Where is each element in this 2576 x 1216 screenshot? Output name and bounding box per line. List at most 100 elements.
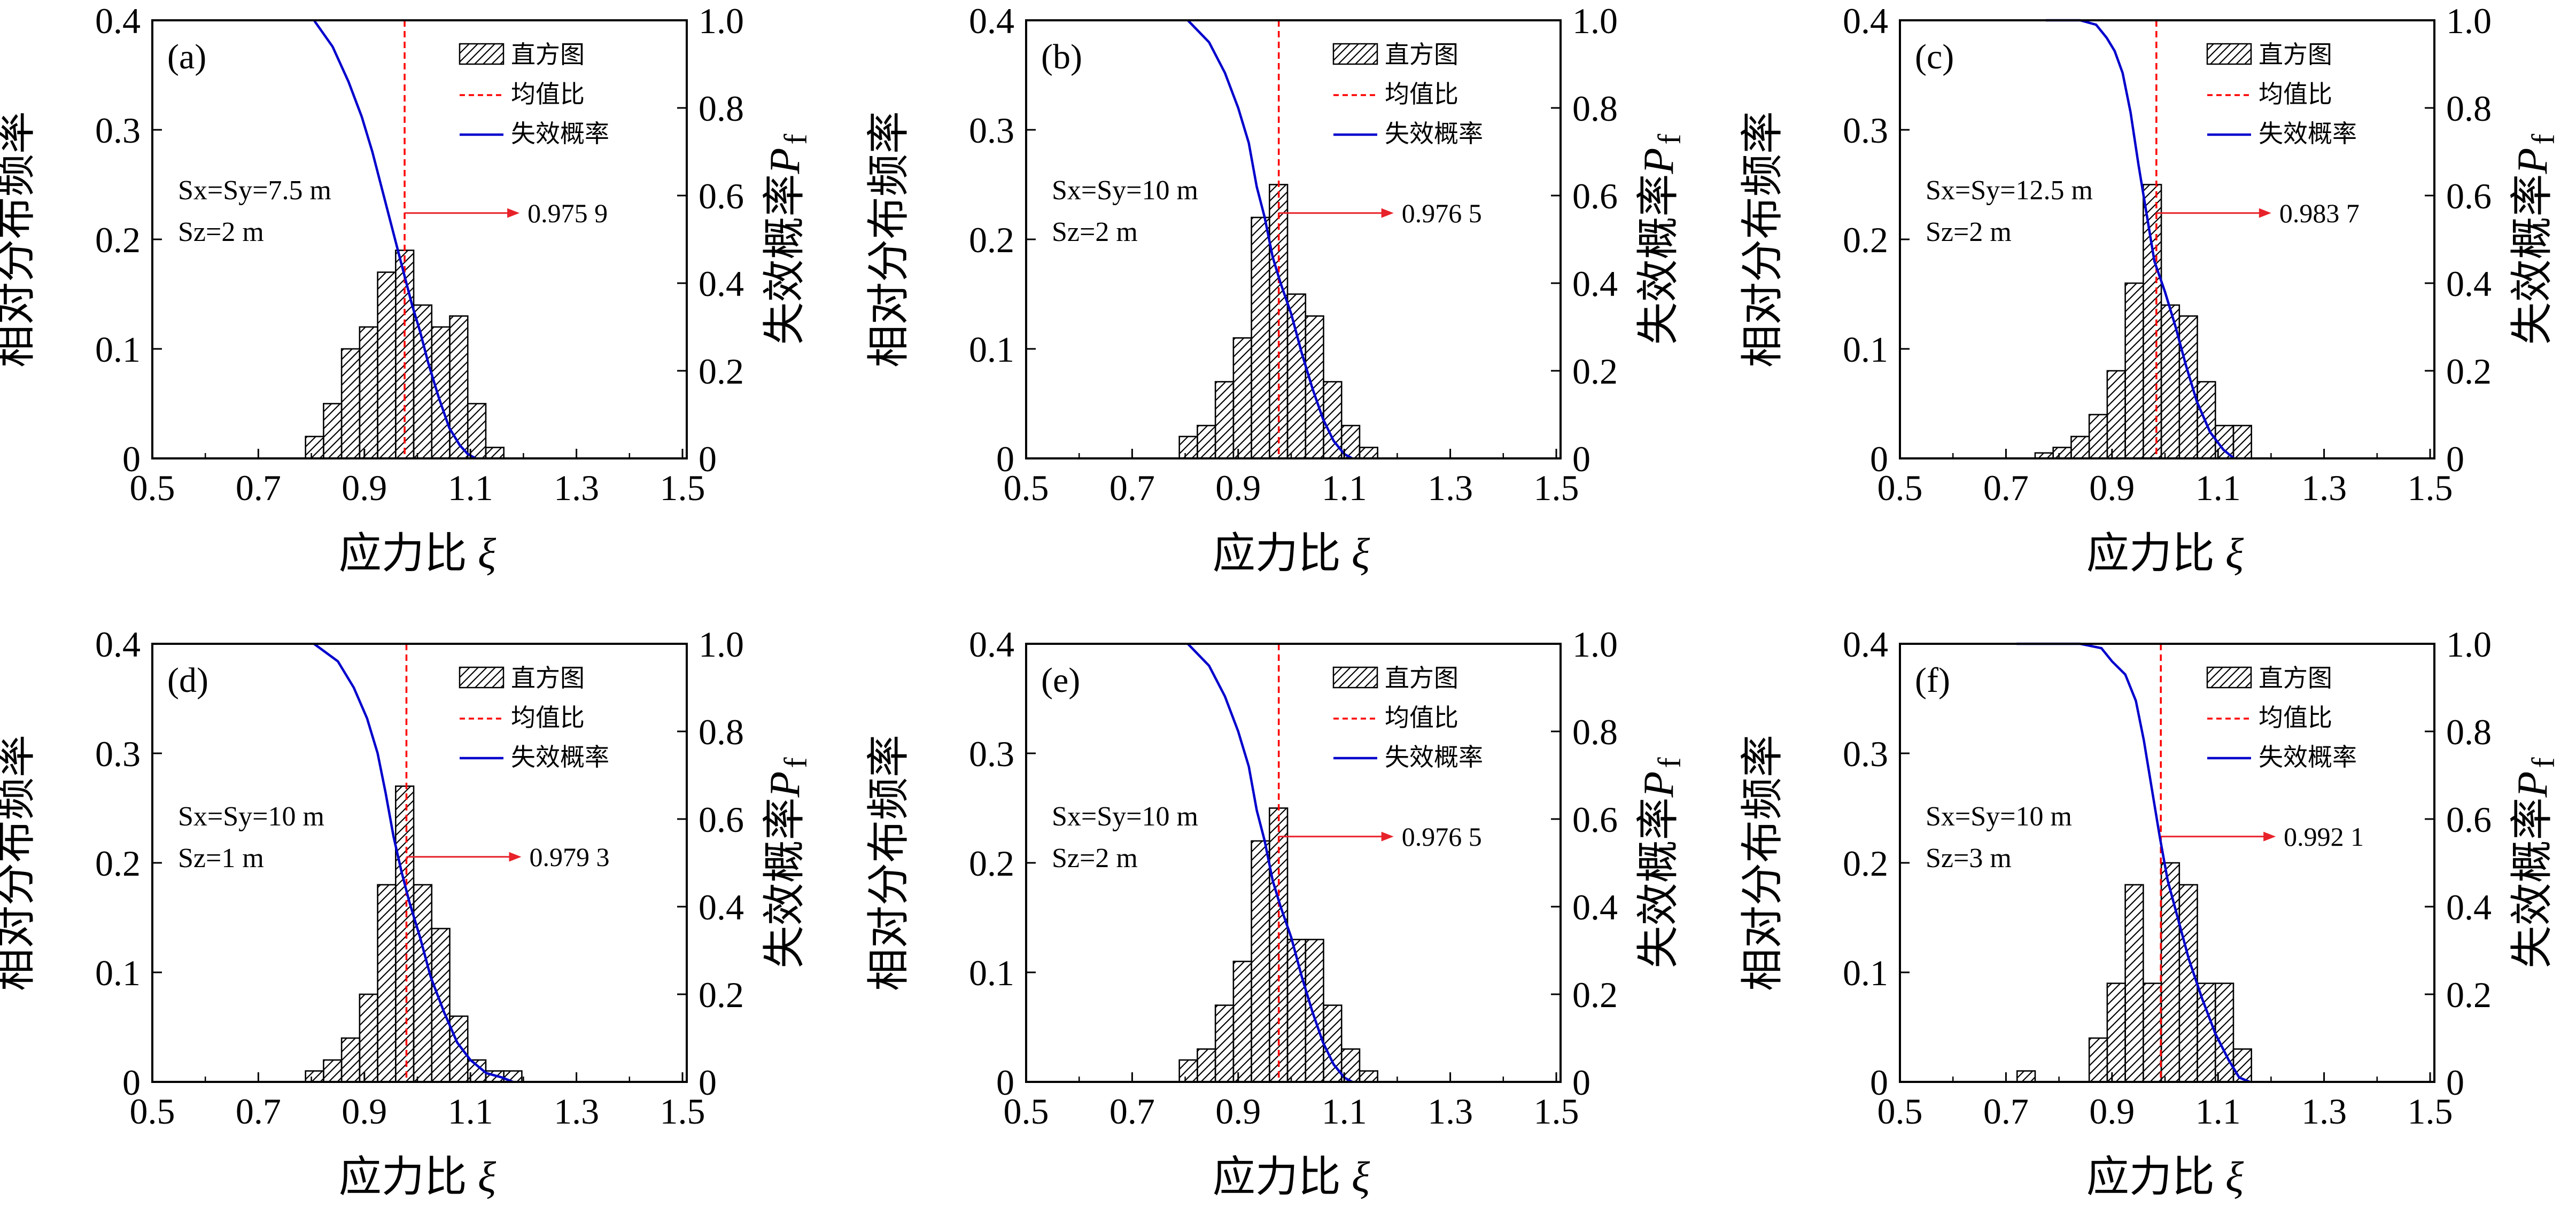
y-left-axis-title: 相对分布频率 bbox=[1737, 735, 1787, 991]
failure-probability-curve bbox=[2045, 19, 2235, 459]
y-right-tick-label: 1.0 bbox=[1572, 1, 1618, 41]
x-tick-label: 1.3 bbox=[2301, 467, 2347, 508]
x-tick-label: 1.1 bbox=[1322, 467, 1367, 508]
failure-probability-curve bbox=[1186, 643, 1353, 1083]
y-right-tick-label: 0.6 bbox=[2446, 799, 2492, 840]
y-right-tick-label: 0 bbox=[1572, 439, 1590, 479]
mean-value-label: 0.975 9 bbox=[527, 198, 608, 228]
y-left-axis-title: 相对分布频率 bbox=[0, 111, 40, 368]
mean-arrow-head bbox=[507, 208, 520, 218]
y-left-tick-label: 0.4 bbox=[95, 624, 141, 665]
y-right-tick-label: 0 bbox=[699, 1062, 717, 1103]
failure-probability-curve bbox=[2016, 642, 2251, 1084]
histogram-bar bbox=[2143, 983, 2162, 1083]
y-right-tick-label: 0.6 bbox=[2446, 176, 2492, 216]
y-right-axis-subscript: f bbox=[1652, 134, 1687, 145]
histogram-bar bbox=[1251, 840, 1270, 1083]
y-left-tick-label: 0.2 bbox=[1843, 843, 1888, 884]
y-right-tick-label: 0.8 bbox=[2446, 88, 2492, 129]
legend-hist-label: 直方图 bbox=[2259, 664, 2332, 692]
panel-label: (a) bbox=[167, 37, 206, 76]
chart-panel-d: 0.979 30.5 0.7 0.9 1.1 1.3 1.500.10.20.30.400… bbox=[0, 624, 813, 1202]
y-right-axis-title-text: 失效概率 bbox=[2507, 174, 2557, 345]
y-right-axis-title-text: 失效概率 bbox=[2507, 797, 2557, 968]
y-left-tick-label: 0.1 bbox=[1843, 953, 1888, 993]
y-right-axis-symbol: P bbox=[2509, 148, 2556, 175]
x-axis-title: 应力比 ξ bbox=[2086, 528, 2244, 578]
x-tick-label: 1.3 bbox=[1427, 467, 1473, 508]
legend-mean-label: 均值比 bbox=[1385, 703, 1458, 732]
histogram-bar bbox=[2197, 983, 2216, 1083]
x-tick-label: 0.7 bbox=[236, 1091, 281, 1132]
y-left-axis-title: 相对分布频率 bbox=[0, 735, 40, 991]
x-axis-title: 应力比 ξ bbox=[339, 1152, 496, 1202]
chart-panel-c: 0.983 70.5 0.7 0.9 1.1 1.3 1.500.10.20.30.400… bbox=[1737, 1, 2561, 578]
panel-label: (f) bbox=[1915, 661, 1950, 700]
histogram-bar bbox=[1359, 447, 1378, 459]
x-tick-label: 0.9 bbox=[1215, 467, 1261, 508]
param-annotation: Sz=2 m bbox=[1052, 217, 1138, 247]
legend-hist-swatch bbox=[1332, 666, 1378, 689]
y-right-axis-title-text: 失效概率 bbox=[759, 797, 809, 968]
y-right-tick-label: 0.2 bbox=[1572, 351, 1618, 392]
y-right-axis-symbol: P bbox=[1635, 148, 1682, 175]
x-axis-title: 应力比 ξ bbox=[1213, 1152, 1370, 1202]
x-axis-symbol: ξ bbox=[478, 1154, 496, 1201]
y-left-tick-label: 0.4 bbox=[95, 1, 141, 41]
y-right-tick-label: 0.2 bbox=[2446, 351, 2492, 392]
mean-arrow-head bbox=[1381, 208, 1394, 218]
y-right-axis-symbol: P bbox=[1635, 771, 1682, 798]
legend-hist-swatch bbox=[2206, 43, 2252, 65]
mean-arrow-head bbox=[2259, 208, 2271, 218]
y-left-tick-label: 0.4 bbox=[969, 624, 1014, 665]
x-tick-label: 0.5 bbox=[1004, 1091, 1049, 1132]
x-axis-title: 应力比 ξ bbox=[1213, 528, 1370, 578]
legend-hist-label: 直方图 bbox=[2259, 40, 2332, 69]
y-right-tick-label: 0 bbox=[699, 439, 717, 479]
mean-value-label: 0.992 1 bbox=[2284, 822, 2364, 852]
x-tick-label: 1.1 bbox=[448, 1091, 493, 1132]
x-tick-label: 1.1 bbox=[2195, 467, 2241, 508]
histogram-bar bbox=[431, 326, 451, 459]
histogram-bar bbox=[2197, 381, 2216, 459]
x-tick-label: 1.5 bbox=[660, 1091, 705, 1132]
y-right-axis-subscript: f bbox=[2526, 134, 2561, 145]
legend-hist-label: 直方图 bbox=[1385, 40, 1458, 69]
x-tick-label: 1.5 bbox=[2408, 1091, 2453, 1132]
x-tick-label: 0.7 bbox=[1109, 467, 1155, 508]
y-right-tick-label: 0.6 bbox=[699, 799, 744, 840]
x-tick-label: 1.5 bbox=[1534, 467, 1579, 508]
histogram-bar bbox=[2070, 435, 2090, 459]
histogram-bar bbox=[2160, 862, 2181, 1083]
x-tick-label: 0.7 bbox=[236, 467, 281, 508]
x-tick-label: 1.3 bbox=[1427, 1091, 1473, 1132]
y-left-tick-label: 0.2 bbox=[969, 220, 1014, 260]
param-annotation: Sz=2 m bbox=[178, 217, 264, 247]
y-right-axis-subscript: f bbox=[778, 134, 813, 145]
param-annotation: Sz=3 m bbox=[1926, 843, 2012, 874]
x-tick-label: 0.9 bbox=[342, 1091, 387, 1132]
x-tick-label: 1.1 bbox=[1322, 1091, 1367, 1132]
y-left-tick-label: 0.1 bbox=[969, 953, 1014, 993]
histogram-bar bbox=[1178, 1059, 1198, 1083]
chart-panel-f: 0.992 10.5 0.7 0.9 1.1 1.3 1.500.10.20.30.400… bbox=[1737, 624, 2561, 1202]
y-left-axis-title: 相对分布频率 bbox=[1737, 111, 1787, 368]
y-right-tick-label: 0.8 bbox=[1572, 712, 1618, 752]
chart-panel-e: 0.976 50.5 0.7 0.9 1.1 1.3 1.500.10.20.30.400… bbox=[864, 624, 1687, 1202]
y-right-tick-label: 0.2 bbox=[2446, 975, 2492, 1015]
x-axis-symbol: ξ bbox=[478, 531, 496, 578]
failure-probability-curve bbox=[313, 643, 514, 1084]
y-right-tick-label: 0 bbox=[2446, 439, 2464, 479]
param-annotation: Sz=2 m bbox=[1052, 843, 1138, 874]
histogram-bar bbox=[340, 348, 361, 459]
histogram-bar bbox=[2214, 983, 2234, 1083]
param-annotation: Sz=1 m bbox=[178, 843, 264, 874]
y-left-tick-label: 0.2 bbox=[969, 843, 1014, 884]
y-left-tick-label: 0.3 bbox=[1843, 110, 1888, 151]
y-right-axis-title-text: 失效概率 bbox=[1633, 797, 1683, 968]
x-axis-title-text: 应力比 bbox=[1213, 1152, 1341, 1202]
y-right-tick-label: 0.6 bbox=[1572, 176, 1618, 216]
x-tick-label: 1.3 bbox=[554, 467, 599, 508]
y-right-tick-label: 0.4 bbox=[2446, 887, 2492, 927]
